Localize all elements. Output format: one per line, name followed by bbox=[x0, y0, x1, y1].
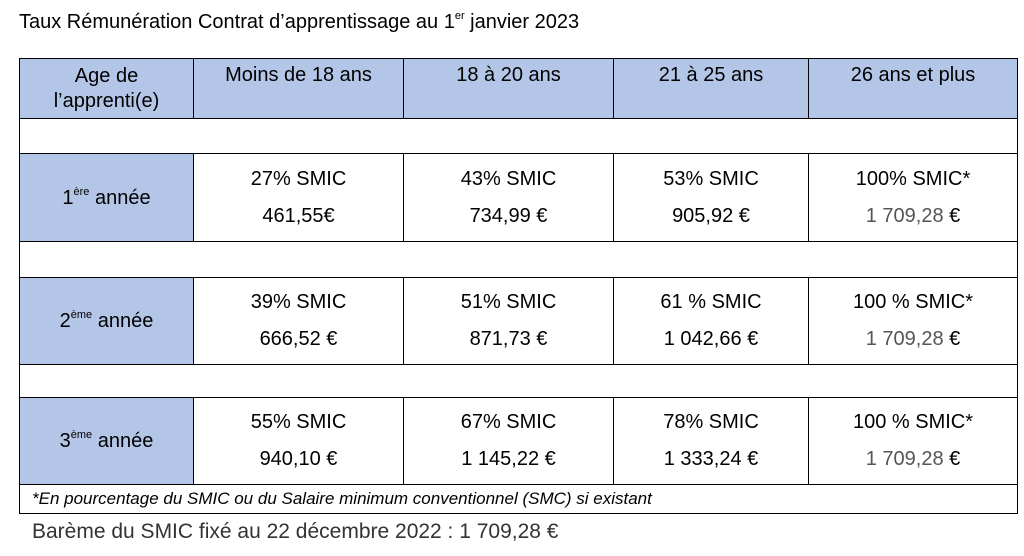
header-col-1-label: Moins de 18 ans bbox=[225, 64, 372, 86]
cell-r3-c2: 67% SMIC 1 145,22 € bbox=[404, 398, 613, 484]
title-text: Taux Rémunération Contrat d’apprentissag… bbox=[19, 11, 455, 33]
cell-r3-c3-pct: 78% SMIC bbox=[663, 411, 759, 433]
row-label-3: 3ème année bbox=[20, 398, 193, 484]
cell-r1-c1-amount: 461,55€ bbox=[262, 204, 335, 227]
rule bbox=[808, 397, 809, 485]
rule bbox=[193, 58, 194, 119]
header-col-2: 18 à 20 ans bbox=[404, 59, 613, 118]
title-sup: er bbox=[454, 10, 465, 22]
rule bbox=[19, 58, 20, 514]
row-2-num: 2 bbox=[59, 310, 71, 332]
rule bbox=[193, 397, 194, 485]
footnote: *En pourcentage du SMIC ou du Salaire mi… bbox=[32, 489, 652, 508]
row-2-sup: ème bbox=[70, 309, 93, 321]
rule bbox=[613, 58, 614, 119]
cell-r3-c1-amount: 940,10 € bbox=[259, 448, 338, 470]
page-title: Taux Rémunération Contrat d’apprentissag… bbox=[19, 10, 579, 34]
smic-bareme: Barème du SMIC fixé au 22 décembre 2022 … bbox=[32, 520, 559, 543]
rule bbox=[403, 153, 404, 242]
cell-r3-c4-pct: 100 % SMIC* bbox=[852, 411, 974, 433]
header-age-line1: Age de bbox=[74, 64, 139, 87]
rule bbox=[808, 153, 809, 242]
rule bbox=[19, 58, 1018, 59]
header-col-3-label: 21 à 25 ans bbox=[658, 64, 764, 86]
cell-r1-c4-amount: 1 709,28 € bbox=[866, 198, 961, 235]
cell-r2-c3-amount: 1 042,66 € bbox=[663, 328, 759, 350]
header-col-2-label: 18 à 20 ans bbox=[456, 64, 561, 86]
cell-r2-c1: 39% SMIC 666,52 € bbox=[194, 278, 403, 364]
cell-r1-c4-amount-cur: € bbox=[949, 204, 961, 227]
cell-r1-c1-pct: 27% SMIC bbox=[250, 167, 347, 190]
cell-r2-c4-amount-cur: € bbox=[949, 328, 961, 350]
header-age-line2: l’apprenti(e) bbox=[53, 89, 160, 112]
rule bbox=[613, 153, 614, 242]
rule bbox=[19, 241, 1018, 242]
cell-r3-c3: 78% SMIC 1 333,24 € bbox=[614, 398, 808, 484]
row-label-1: 1ère année bbox=[20, 154, 193, 241]
cell-r3-c4: 100 % SMIC* 1 709,28 € bbox=[809, 398, 1017, 484]
title-tail: janvier 2023 bbox=[464, 11, 580, 33]
cell-r2-c2-amount: 871,73 € bbox=[469, 328, 548, 350]
header-col-4-label: 26 ans et plus bbox=[850, 64, 976, 86]
rule bbox=[19, 397, 1018, 398]
cell-r2-c4: 100 % SMIC* 1 709,28 € bbox=[809, 278, 1017, 364]
row-label-2: 2ème année bbox=[20, 278, 193, 364]
header-col-4: 26 ans et plus bbox=[809, 59, 1017, 118]
cell-r2-c1-pct: 39% SMIC bbox=[250, 291, 347, 313]
header-col-1: Moins de 18 ans bbox=[194, 59, 403, 118]
cell-r1-c3-amount: 905,92 € bbox=[672, 204, 750, 227]
cell-r1-c3-pct: 53% SMIC bbox=[663, 167, 759, 190]
cell-r3-c4-amount-cur: € bbox=[949, 448, 961, 470]
cell-r2-c2: 51% SMIC 871,73 € bbox=[404, 278, 613, 364]
cell-r3-c4-amount-num: 1 709,28 bbox=[865, 448, 944, 470]
cell-r2-c4-amount-num: 1 709,28 bbox=[865, 328, 944, 350]
cell-r3-c2-amount: 1 145,22 € bbox=[461, 448, 556, 470]
cell-r1-c2: 43% SMIC 734,99 € bbox=[404, 154, 613, 241]
cell-r2-c3: 61 % SMIC 1 042,66 € bbox=[614, 278, 808, 364]
cell-r1-c1: 27% SMIC 461,55€ bbox=[194, 154, 403, 241]
row-3-num: 3 bbox=[59, 430, 71, 452]
cell-r1-c2-pct: 43% SMIC bbox=[460, 167, 557, 190]
cell-r3-c4-amount: 1 709,28 € bbox=[866, 441, 961, 478]
cell-r1-c4-amount-num: 1 709,28 bbox=[865, 204, 944, 227]
row-1-num: 1 bbox=[62, 186, 74, 209]
remuneration-table: Age de l’apprenti(e) Moins de 18 ans 18 … bbox=[19, 58, 1018, 514]
cell-r2-c3-pct: 61 % SMIC bbox=[660, 291, 762, 313]
cell-r2-c4-amount: 1 709,28 € bbox=[866, 321, 961, 358]
rule bbox=[403, 277, 404, 365]
rule bbox=[193, 153, 194, 242]
rule bbox=[19, 153, 1018, 154]
rule bbox=[19, 277, 1018, 278]
cell-r3-c3-amount: 1 333,24 € bbox=[663, 448, 759, 470]
rule bbox=[808, 58, 809, 119]
cell-r1-c4: 100% SMIC* 1 709,28 € bbox=[809, 154, 1017, 241]
cell-r2-c4-pct: 100 % SMIC* bbox=[852, 291, 974, 313]
rule bbox=[1017, 58, 1018, 514]
cell-r3-c1-pct: 55% SMIC bbox=[250, 411, 347, 433]
row-2-tail: année bbox=[92, 310, 154, 332]
rule bbox=[808, 277, 809, 365]
rule bbox=[613, 277, 614, 365]
cell-r2-c1-amount: 666,52 € bbox=[259, 328, 338, 350]
header-col-3: 21 à 25 ans bbox=[614, 59, 808, 118]
row-1-tail: année bbox=[89, 186, 151, 209]
rule bbox=[19, 513, 1018, 514]
rule bbox=[19, 364, 1018, 365]
cell-r2-c2-pct: 51% SMIC bbox=[460, 291, 557, 313]
row-1-sup: ère bbox=[73, 185, 90, 198]
cell-r1-c2-amount: 734,99 € bbox=[469, 204, 548, 227]
rule bbox=[403, 397, 404, 485]
cell-r1-c3: 53% SMIC 905,92 € bbox=[614, 154, 808, 241]
cell-r1-c4-pct: 100% SMIC* bbox=[855, 167, 971, 190]
rule bbox=[403, 58, 404, 119]
cell-r3-c1: 55% SMIC 940,10 € bbox=[194, 398, 403, 484]
rule bbox=[613, 397, 614, 485]
rule bbox=[19, 484, 1018, 485]
header-age-cell: Age de l’apprenti(e) bbox=[20, 59, 193, 118]
rule bbox=[193, 277, 194, 365]
row-3-sup: ème bbox=[70, 429, 93, 441]
row-3-tail: année bbox=[92, 430, 154, 452]
cell-r3-c2-pct: 67% SMIC bbox=[460, 411, 557, 433]
rule bbox=[19, 118, 1018, 119]
